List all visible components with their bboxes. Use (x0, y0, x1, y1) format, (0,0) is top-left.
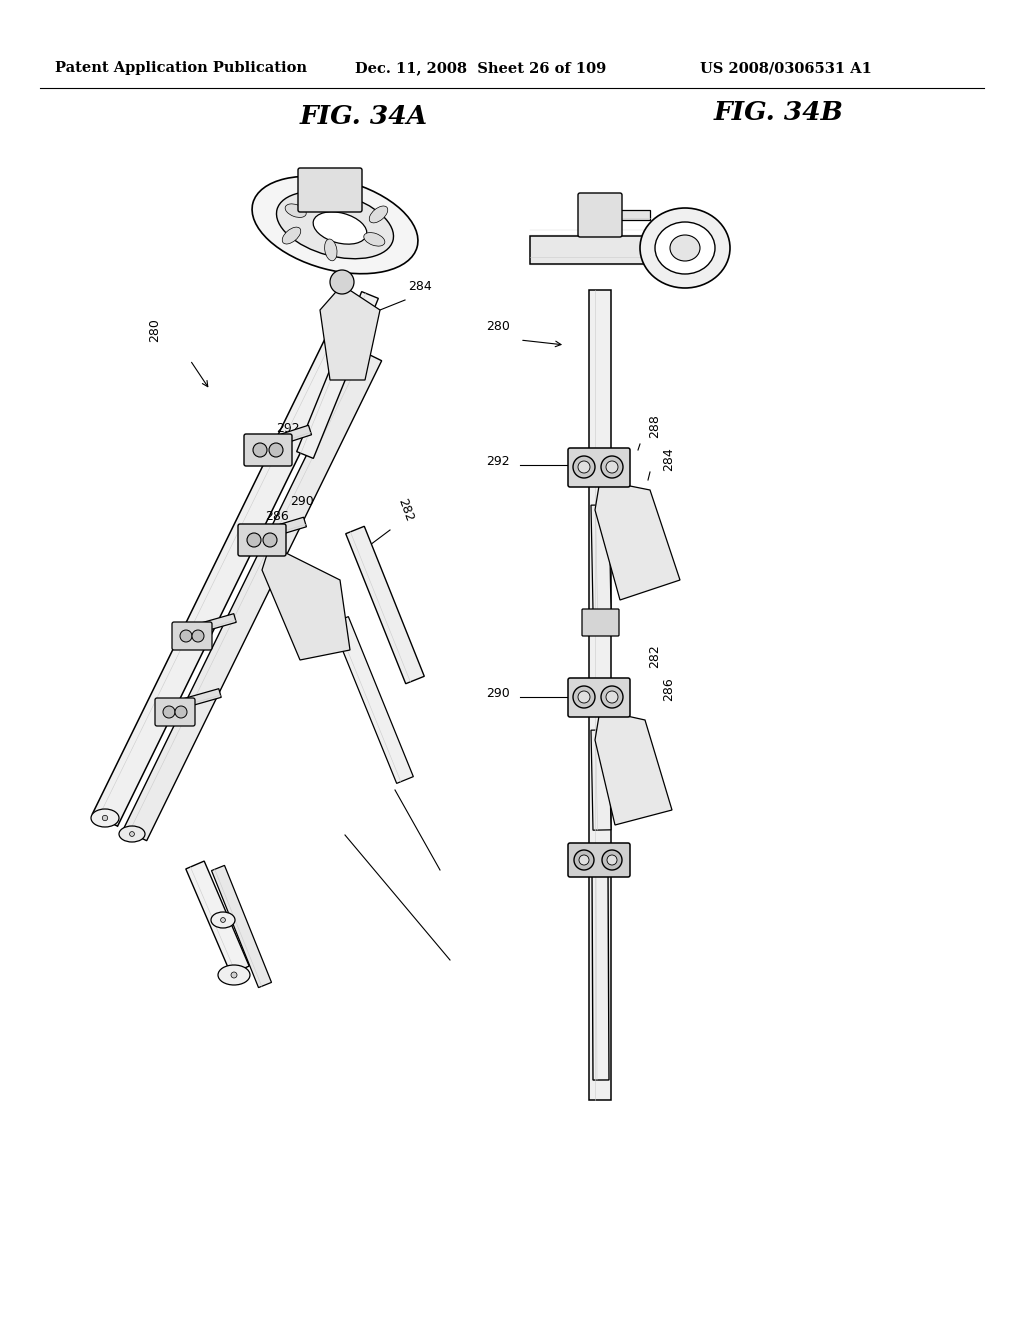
Circle shape (578, 461, 590, 473)
Circle shape (180, 630, 193, 642)
Text: 286: 286 (662, 677, 675, 701)
Polygon shape (123, 350, 382, 841)
Circle shape (231, 972, 237, 978)
Text: FIG. 34B: FIG. 34B (714, 100, 843, 124)
Text: 282: 282 (648, 644, 662, 668)
FancyBboxPatch shape (298, 168, 362, 213)
Polygon shape (244, 517, 306, 545)
Ellipse shape (333, 189, 345, 211)
Polygon shape (262, 545, 350, 660)
Ellipse shape (283, 227, 301, 244)
Circle shape (342, 333, 348, 339)
Polygon shape (247, 425, 311, 455)
Circle shape (175, 706, 187, 718)
Polygon shape (174, 614, 237, 639)
FancyBboxPatch shape (568, 447, 630, 487)
Ellipse shape (364, 232, 385, 246)
Polygon shape (591, 730, 611, 830)
Circle shape (247, 533, 261, 546)
Circle shape (573, 686, 595, 708)
Text: 290: 290 (290, 495, 313, 508)
FancyBboxPatch shape (578, 193, 622, 238)
Circle shape (163, 706, 175, 718)
Polygon shape (346, 527, 424, 684)
Ellipse shape (285, 203, 306, 218)
Text: FIG. 34A: FIG. 34A (299, 104, 428, 128)
Text: 292: 292 (276, 422, 300, 436)
Circle shape (330, 271, 354, 294)
Polygon shape (212, 866, 271, 987)
Text: US 2008/0306531 A1: US 2008/0306531 A1 (700, 61, 871, 75)
Circle shape (602, 850, 622, 870)
Text: 286: 286 (265, 510, 289, 523)
Circle shape (579, 855, 589, 865)
Polygon shape (530, 236, 650, 264)
Text: 284: 284 (408, 280, 432, 293)
Circle shape (130, 832, 134, 837)
Circle shape (606, 690, 618, 704)
Circle shape (102, 816, 108, 821)
Ellipse shape (91, 809, 119, 828)
Ellipse shape (252, 177, 418, 273)
Polygon shape (590, 210, 650, 220)
Circle shape (193, 630, 204, 642)
Text: 288: 288 (648, 414, 662, 438)
Circle shape (601, 455, 623, 478)
Polygon shape (297, 292, 378, 458)
Ellipse shape (218, 965, 250, 985)
Ellipse shape (313, 211, 367, 244)
Text: 288: 288 (295, 209, 318, 220)
Ellipse shape (276, 191, 393, 259)
Polygon shape (332, 616, 414, 783)
Polygon shape (595, 710, 672, 825)
Ellipse shape (370, 206, 388, 223)
Text: 290: 290 (486, 686, 510, 700)
Polygon shape (159, 689, 221, 714)
FancyBboxPatch shape (172, 622, 212, 649)
Text: Dec. 11, 2008  Sheet 26 of 109: Dec. 11, 2008 Sheet 26 of 109 (355, 61, 606, 75)
Text: 282: 282 (395, 496, 416, 523)
Ellipse shape (655, 222, 715, 275)
Ellipse shape (119, 826, 145, 842)
FancyBboxPatch shape (568, 843, 630, 876)
Circle shape (607, 855, 617, 865)
Ellipse shape (325, 239, 337, 261)
Polygon shape (92, 334, 352, 826)
Circle shape (269, 444, 283, 457)
Circle shape (573, 455, 595, 478)
Polygon shape (589, 290, 611, 1100)
Text: 292: 292 (486, 455, 510, 469)
Text: Patent Application Publication: Patent Application Publication (55, 61, 307, 75)
Polygon shape (185, 861, 249, 974)
Circle shape (578, 690, 590, 704)
Ellipse shape (211, 912, 234, 928)
Circle shape (574, 850, 594, 870)
Circle shape (263, 533, 278, 546)
FancyBboxPatch shape (238, 524, 286, 556)
Circle shape (220, 917, 225, 923)
FancyBboxPatch shape (155, 698, 195, 726)
Ellipse shape (331, 327, 359, 345)
Text: 280: 280 (486, 319, 510, 333)
Circle shape (253, 444, 267, 457)
Polygon shape (592, 870, 609, 1080)
Polygon shape (591, 504, 611, 610)
Polygon shape (595, 480, 680, 601)
Circle shape (601, 686, 623, 708)
FancyBboxPatch shape (568, 678, 630, 717)
Text: 280: 280 (148, 318, 162, 342)
Ellipse shape (670, 235, 700, 261)
FancyBboxPatch shape (244, 434, 292, 466)
Polygon shape (319, 285, 380, 380)
FancyBboxPatch shape (582, 609, 618, 636)
Text: 284: 284 (662, 447, 675, 471)
Circle shape (606, 461, 618, 473)
Ellipse shape (640, 209, 730, 288)
